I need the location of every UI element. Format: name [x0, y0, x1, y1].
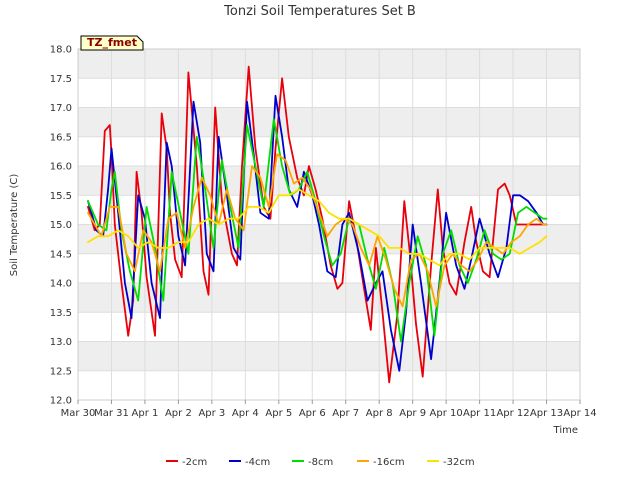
x-tick-label: Apr 12 [496, 408, 529, 419]
series-line-32cm [87, 188, 548, 267]
y-tick-label: 14.5 [50, 249, 72, 260]
chart-title: Tonzi Soil Temperatures Set B [223, 4, 416, 19]
legend-label: -8cm [308, 457, 333, 468]
series-lines [87, 65, 548, 384]
x-tick-label: Apr 6 [299, 408, 326, 419]
gridlines [77, 48, 581, 401]
y-tick-label: 14.0 [50, 279, 72, 290]
y-tick-label: 17.5 [50, 74, 72, 85]
x-tick-label: Apr 9 [399, 408, 426, 419]
legend-label: -2cm [182, 457, 207, 468]
x-tick-label: Apr 7 [332, 408, 359, 419]
plot-band [78, 49, 580, 79]
y-axis-label: Soil Temperature (C) [9, 174, 20, 277]
plot-band [78, 341, 580, 371]
y-tick-label: 13.5 [50, 308, 72, 319]
site-badge: TZ_fmet [80, 35, 144, 51]
legend-label: -16cm [373, 457, 405, 468]
y-tick-label: 13.0 [50, 337, 72, 348]
x-tick-label: Apr 11 [463, 408, 496, 419]
plot-border [77, 48, 581, 401]
x-axis-label: Time [553, 425, 578, 436]
x-tick-label: Apr 14 [563, 408, 596, 419]
y-tick-label: 15.5 [50, 191, 72, 202]
x-tick-label: Apr 10 [430, 408, 463, 419]
x-tick-label: Mar 31 [94, 408, 129, 419]
legend-label: -32cm [443, 457, 475, 468]
x-tick-label: Apr 1 [132, 408, 159, 419]
plot-band [78, 107, 580, 137]
y-tick-label: 18.0 [50, 45, 72, 56]
x-tick-label: Apr 13 [530, 408, 563, 419]
axis-ticks: 12.0 12.5 13.0 13.5 14.0 14.5 15.0 15.5 16.0 16.5… [50, 45, 597, 420]
y-tick-label: 12.5 [50, 366, 72, 377]
x-tick-label: Apr 8 [366, 408, 393, 419]
y-tick-label: 16.0 [50, 162, 72, 173]
x-tick-label: Mar 30 [61, 408, 96, 419]
x-tick-label: Apr 4 [232, 408, 259, 419]
y-tick-label: 12.0 [50, 396, 72, 407]
plot-band [78, 166, 580, 196]
y-tick-label: 15.0 [50, 220, 72, 231]
series-line-16cm [87, 153, 548, 308]
legend-label: -4cm [245, 457, 270, 468]
y-tick-label: 16.5 [50, 132, 72, 143]
x-tick-label: Apr 2 [165, 408, 192, 419]
y-tick-label: 17.0 [50, 103, 72, 114]
site-badge-label: TZ_fmet [87, 36, 137, 49]
x-tick-label: Apr 3 [198, 408, 225, 419]
x-tick-label: Apr 5 [265, 408, 292, 419]
legend: -2cm -4cm -8cm -16cm -32cm [166, 457, 475, 468]
